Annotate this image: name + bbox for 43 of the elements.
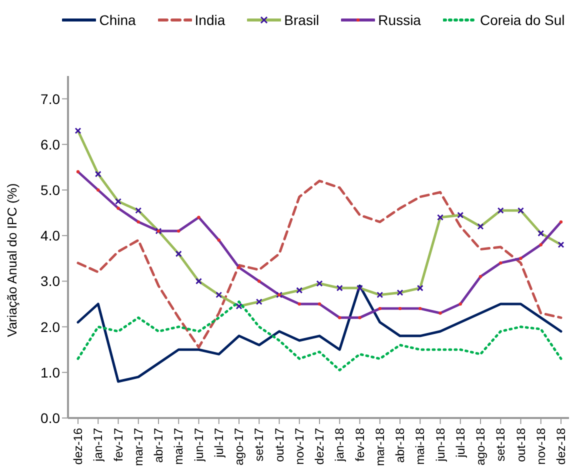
line-series (76, 180, 562, 349)
y-tick-label: 5.0 (40, 182, 60, 198)
x-tick-label: ago-18 (474, 428, 488, 466)
y-tick-label: 1.0 (40, 364, 60, 380)
x-tick-label: jan-17 (91, 428, 106, 462)
x-tick-label: out-18 (514, 428, 528, 462)
x-tick-label: mar-17 (131, 428, 146, 466)
legend-label: Russia (378, 12, 421, 28)
y-tick-label: 7.0 (40, 90, 60, 107)
line-series (76, 170, 563, 320)
y-axis-title: Variação Anual do IPC (%) (4, 183, 20, 337)
x-tick-label: dez-18 (554, 428, 568, 465)
line-series (76, 284, 562, 383)
y-tick-label: 2.0 (40, 318, 60, 335)
x-tick-label: fev-17 (111, 428, 126, 462)
y-tick-label: 3.0 (40, 273, 60, 290)
x-tick-label: abr-18 (393, 428, 407, 463)
x-tick-label: set-18 (494, 428, 508, 462)
x-tick-label: mai-17 (172, 428, 186, 465)
y-tick-label: 0.0 (40, 410, 60, 426)
legend-label: China (99, 12, 136, 28)
x-tick-label: set-17 (252, 428, 266, 462)
line-series (76, 300, 562, 372)
y-tick-label: 6.0 (40, 136, 60, 152)
x-tick-label: abr-17 (152, 428, 166, 463)
y-tick-label: 4.0 (40, 228, 60, 244)
legend-label: Coreia do Sul (480, 12, 565, 28)
x-tick-label: jul-18 (453, 428, 468, 458)
x-tick-label: mai-18 (413, 428, 428, 465)
x-tick-label: fev-18 (352, 428, 367, 462)
x-tick-label: out-17 (272, 428, 286, 462)
x-tick-label: nov-18 (534, 428, 548, 465)
x-tick-label: jan-18 (332, 428, 347, 462)
legend-label: Brasil (284, 12, 320, 28)
x-tick-label: ago-17 (232, 428, 246, 466)
x-tick-label: dez-17 (312, 428, 326, 465)
x-tick-label: nov-17 (292, 428, 306, 465)
x-tick-label: dez-16 (71, 428, 85, 465)
x-tick-label: jun-18 (433, 428, 448, 462)
x-tick-label: jul-17 (212, 428, 226, 458)
x-tick-label: mar-18 (372, 428, 387, 466)
x-tick-label: jun-17 (192, 428, 206, 462)
legend-label: India (194, 12, 226, 28)
